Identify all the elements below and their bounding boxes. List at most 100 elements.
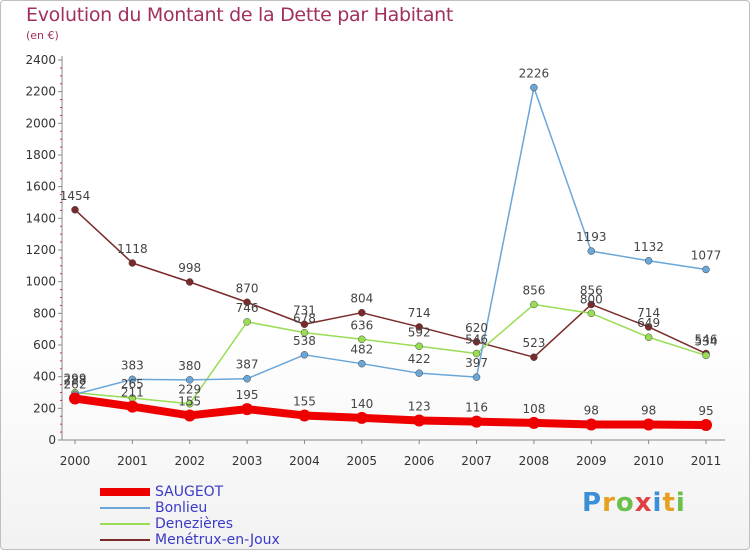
data-point: [702, 265, 710, 274]
y-tick-label: 600: [33, 338, 56, 352]
data-point: [530, 353, 538, 361]
legend-label: SAUGEOT: [155, 484, 224, 500]
data-label: 108: [522, 402, 545, 416]
data-label: 422: [408, 352, 431, 366]
y-tick-label: 1400: [25, 211, 56, 225]
data-label: 155: [293, 394, 316, 408]
data-label: 380: [178, 359, 201, 373]
data-label: 116: [465, 401, 488, 415]
data-label: 538: [293, 334, 316, 348]
data-point: [69, 392, 81, 405]
data-label: 98: [584, 403, 599, 417]
data-point: [243, 318, 251, 326]
x-tick-label: 2008: [519, 454, 550, 468]
data-point: [472, 338, 481, 346]
data-label: 870: [236, 281, 259, 295]
data-label: 98: [641, 403, 656, 417]
legend-swatch: [100, 523, 150, 525]
data-point: [126, 400, 139, 413]
data-label: 800: [580, 292, 603, 306]
chart-title: Evolution du Montant de la Dette par Hab…: [26, 4, 454, 26]
y-tick-label: 2200: [25, 85, 56, 99]
y-tick-label: 2000: [25, 116, 56, 130]
data-point: [298, 409, 311, 422]
data-label: 155: [178, 394, 201, 408]
data-point: [415, 342, 423, 351]
data-point: [241, 403, 254, 416]
data-label: 856: [580, 283, 603, 297]
data-label: 1132: [633, 240, 664, 254]
data-label: 546: [695, 333, 718, 347]
data-label: 523: [522, 336, 545, 350]
proxiti-logo: Proxiti: [582, 488, 686, 518]
data-point: [300, 328, 309, 337]
data-point: [530, 83, 538, 92]
x-tick-label: 2001: [117, 454, 148, 468]
data-point: [243, 298, 251, 306]
data-point: [185, 399, 194, 408]
data-point: [71, 206, 79, 214]
legend-label: Bonlieu: [155, 500, 208, 516]
data-point: [300, 320, 309, 329]
data-label: 1193: [576, 230, 607, 244]
data-point: [530, 300, 538, 309]
data-point: [183, 409, 196, 422]
data-point: [585, 418, 598, 431]
legend-swatch: [100, 488, 150, 496]
data-point: [587, 300, 596, 309]
legend-label: Denezières: [155, 516, 234, 532]
data-label: 620: [465, 321, 488, 335]
data-label: 856: [522, 283, 545, 297]
data-label: 1118: [117, 242, 148, 256]
chart-subtitle: (en €): [26, 29, 59, 42]
data-label: 714: [408, 306, 431, 320]
data-label: 731: [293, 303, 316, 317]
data-point: [587, 309, 596, 318]
series-line-0: [71, 394, 710, 429]
data-label: 299: [64, 372, 87, 386]
data-point: [415, 323, 423, 331]
data-label: 592: [408, 325, 431, 339]
data-point: [128, 375, 137, 384]
data-label: 1454: [60, 189, 91, 203]
data-label: 804: [350, 292, 373, 306]
data-label: 2226: [519, 67, 550, 81]
data-label: 211: [121, 386, 144, 400]
data-label: 262: [64, 378, 87, 392]
data-point: [128, 259, 137, 267]
data-point: [587, 247, 596, 255]
data-point: [358, 335, 366, 344]
x-tick-label: 2004: [289, 454, 320, 468]
x-tick-label: 2007: [461, 454, 492, 468]
series-line-2: [74, 303, 707, 405]
x-tick-label: 2002: [174, 454, 205, 468]
data-label: 383: [121, 358, 144, 372]
data-point: [700, 418, 712, 431]
x-tick-label: 2011: [691, 454, 722, 468]
x-tick-label: 2005: [347, 454, 378, 468]
y-tick-label: 1600: [25, 180, 56, 194]
series-line-3: [74, 209, 707, 358]
legend-swatch: [100, 507, 150, 509]
data-point: [300, 351, 309, 359]
data-point: [415, 369, 423, 377]
data-point: [472, 349, 481, 358]
x-tick-label: 2006: [404, 454, 435, 468]
data-label: 649: [637, 316, 660, 330]
y-tick-label: 800: [33, 306, 56, 320]
data-label: 195: [236, 388, 259, 402]
y-tick-label: 1000: [25, 275, 56, 289]
data-point: [243, 374, 251, 383]
data-label: 534: [695, 334, 718, 348]
data-label: 229: [178, 383, 201, 397]
data-label: 636: [350, 318, 373, 332]
y-tick-label: 0: [48, 433, 56, 447]
data-label: 123: [408, 400, 431, 414]
series-line-1: [74, 86, 707, 396]
legend-label: Menétrux-en-Joux: [155, 532, 280, 548]
data-point: [358, 359, 366, 368]
x-tick-label: 2000: [60, 454, 91, 468]
data-point: [527, 416, 540, 429]
